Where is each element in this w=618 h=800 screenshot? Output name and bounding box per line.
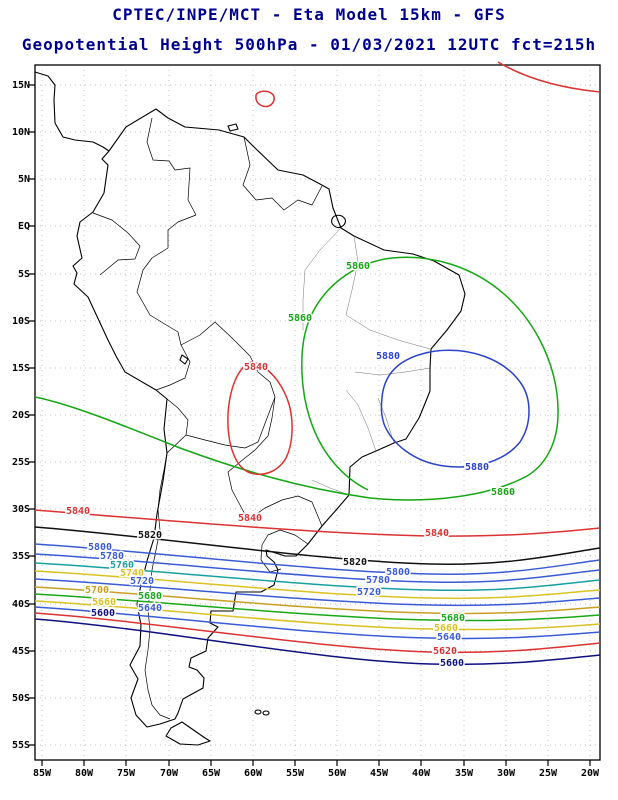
lat-tick-label: 15N	[12, 80, 30, 91]
contour-5620-band	[34, 612, 601, 654]
lon-tick-label: 70W	[160, 768, 179, 779]
contour-label: 5680	[441, 613, 465, 624]
contour-label: 5720	[357, 587, 381, 598]
contour-label: 5840	[244, 362, 268, 373]
lon-tick-marks	[41, 760, 591, 766]
lon-tick-label: 45W	[370, 768, 389, 779]
titles: CPTEC/INPE/MCT - Eta Model 15km - GFS Ge…	[22, 5, 596, 54]
contour-label: 5880	[465, 462, 489, 473]
unlabeled-red-contour-north-arc	[497, 61, 601, 93]
contour-5600-band	[34, 618, 601, 666]
south-america-coastline	[72, 108, 466, 746]
lon-tick-label: 35W	[455, 768, 474, 779]
contour-label: 5660	[434, 623, 458, 634]
contour-5680-band	[34, 593, 601, 622]
central-america-coastline	[34, 71, 110, 152]
contour-lines	[34, 61, 601, 666]
brazil-state-borders	[302, 227, 431, 496]
gridlines-vertical	[41, 65, 591, 760]
lat-tick-label: 35S	[12, 551, 30, 562]
contour-label: 5660	[92, 597, 116, 608]
lat-tick-label: 55S	[12, 740, 30, 751]
contour-5840-closed-low	[227, 361, 293, 476]
contour-label: 5860	[491, 487, 515, 498]
contour-label: 5720	[130, 576, 154, 587]
contour-5700-band	[34, 586, 601, 615]
chart-title-line2: Geopotential Height 500hPa - 01/03/2021 …	[22, 35, 596, 54]
lat-tick-label: 5N	[18, 174, 30, 185]
contour-label: 5860	[288, 313, 312, 324]
lat-tick-marks	[29, 84, 35, 746]
contour-label: 5780	[366, 575, 390, 586]
contour-label: 5700	[85, 585, 109, 596]
lon-tick-label: 40W	[412, 768, 431, 779]
lon-tick-label: 25W	[539, 768, 558, 779]
map-border	[34, 64, 601, 761]
lat-tick-label: 15S	[12, 363, 30, 374]
contour-label: 5840	[66, 506, 90, 517]
lon-tick-label: 75W	[117, 768, 136, 779]
contour-label: 5800	[386, 567, 410, 578]
contour-5820-band	[34, 526, 601, 565]
contour-5760-band	[34, 562, 601, 592]
contour-label: 5600	[440, 658, 464, 669]
lon-tick-label: 85W	[33, 768, 52, 779]
contour-5780-band	[34, 553, 601, 584]
lat-tick-label: 30S	[12, 504, 30, 515]
lon-tick-label: 55W	[286, 768, 305, 779]
contour-label: 5740	[120, 568, 144, 579]
lon-tick-label: 50W	[328, 768, 347, 779]
contour-5740-band	[34, 570, 601, 600]
lat-tick-label: 50S	[12, 693, 30, 704]
contour-5880-closed-high	[380, 349, 530, 468]
contour-label: 5640	[437, 632, 461, 643]
lon-tick-label: 80W	[75, 768, 94, 779]
contour-label: 5820	[343, 557, 367, 568]
contour-label: 5640	[138, 603, 162, 614]
lon-tick-label: 20W	[581, 768, 600, 779]
contour-label: 5820	[138, 530, 162, 541]
lat-tick-label: 40S	[12, 599, 30, 610]
contour-5720-band	[34, 578, 601, 607]
unlabeled-red-contour-small-closed	[255, 90, 275, 108]
lat-tick-label: 10S	[12, 316, 30, 327]
contour-5840-band	[34, 509, 601, 537]
chart-title-line1: CPTEC/INPE/MCT - Eta Model 15km - GFS	[112, 5, 505, 24]
axis-labels: 15N 10N 5N EQ 5S 10S 15S 20S 25S 30S 35S…	[12, 80, 600, 779]
lat-tick-label: 45S	[12, 646, 30, 657]
lat-tick-label: 10N	[12, 127, 30, 138]
lat-tick-label: 25S	[12, 457, 30, 468]
contour-label: 5840	[425, 528, 449, 539]
gridlines-horizontal	[35, 84, 600, 746]
contour-5860-ridge	[34, 256, 559, 501]
lat-tick-label: EQ	[18, 221, 30, 232]
lon-tick-label: 30W	[497, 768, 516, 779]
contour-label: 5620	[433, 646, 457, 657]
lat-tick-label: 5S	[18, 269, 30, 280]
contour-label: 5880	[376, 351, 400, 362]
country-borders	[92, 117, 323, 720]
contour-label: 5600	[91, 608, 115, 619]
contour-5800-band	[34, 543, 601, 575]
lon-tick-label: 60W	[244, 768, 263, 779]
lat-tick-label: 20S	[12, 410, 30, 421]
contour-label: 5860	[346, 261, 370, 272]
islands	[179, 123, 346, 716]
contour-5640-band	[34, 606, 601, 640]
contour-label: 5680	[138, 591, 162, 602]
contour-5660-band	[34, 600, 601, 631]
contour-label: 5800	[88, 542, 112, 553]
contour-label: 5840	[238, 513, 262, 524]
contour-label: 5780	[100, 551, 124, 562]
contour-labels: 5860 5860 5860 5880 5880 5840 5840 5840 …	[64, 260, 516, 671]
geography	[34, 71, 466, 746]
map-frame	[29, 64, 601, 766]
lon-tick-label: 65W	[202, 768, 221, 779]
contour-label: 5760	[110, 560, 134, 571]
